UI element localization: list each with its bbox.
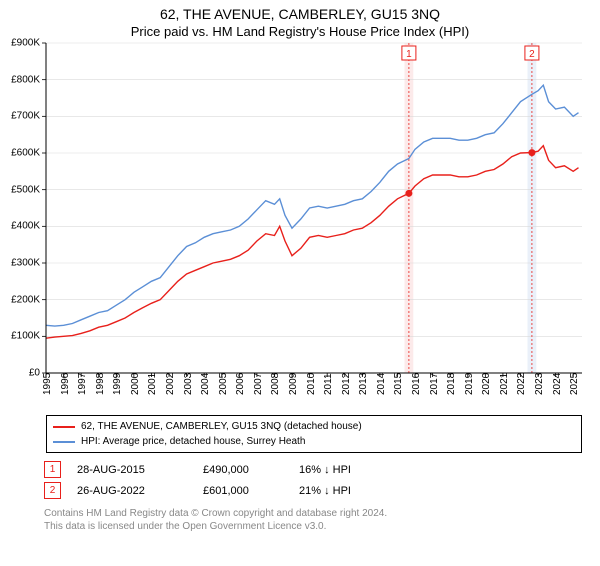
- legend: 62, THE AVENUE, CAMBERLEY, GU15 3NQ (det…: [46, 415, 582, 453]
- footer-line2: This data is licensed under the Open Gov…: [44, 520, 582, 533]
- y-tick-label: £800K: [11, 74, 40, 85]
- x-tick-label: 1999: [112, 373, 123, 395]
- y-tick-label: £300K: [11, 258, 40, 269]
- x-tick-label: 1995: [42, 373, 53, 395]
- legend-item: 62, THE AVENUE, CAMBERLEY, GU15 3NQ (det…: [53, 419, 575, 434]
- line-chart: 12: [46, 43, 582, 373]
- x-tick-label: 2020: [481, 373, 492, 395]
- x-tick-label: 2025: [569, 373, 580, 395]
- x-tick-label: 2022: [516, 373, 527, 395]
- y-tick-label: £900K: [11, 38, 40, 49]
- footer-line1: Contains HM Land Registry data © Crown c…: [44, 507, 582, 520]
- x-tick-label: 2016: [411, 373, 422, 395]
- x-tick-label: 2011: [323, 373, 334, 395]
- y-tick-label: £200K: [11, 294, 40, 305]
- sale-row: 2 26-AUG-2022 £601,000 21% ↓ HPI: [44, 480, 582, 501]
- page-title: 62, THE AVENUE, CAMBERLEY, GU15 3NQ: [0, 6, 600, 22]
- x-tick-label: 2013: [358, 373, 369, 395]
- y-axis-labels: £0£100K£200K£300K£400K£500K£600K£700K£80…: [2, 43, 42, 373]
- legend-label: HPI: Average price, detached house, Surr…: [81, 434, 305, 449]
- svg-text:2: 2: [529, 49, 535, 60]
- sale-price: £601,000: [203, 485, 283, 497]
- legend-label: 62, THE AVENUE, CAMBERLEY, GU15 3NQ (det…: [81, 419, 362, 434]
- x-tick-label: 2008: [270, 373, 281, 395]
- x-tick-label: 2001: [147, 373, 158, 395]
- sale-row: 1 28-AUG-2015 £490,000 16% ↓ HPI: [44, 459, 582, 480]
- sale-marker-icon: 2: [44, 482, 61, 499]
- y-tick-label: £700K: [11, 111, 40, 122]
- sale-price: £490,000: [203, 464, 283, 476]
- sale-date: 28-AUG-2015: [77, 464, 187, 476]
- legend-swatch: [53, 441, 75, 443]
- x-tick-label: 2010: [306, 373, 317, 395]
- x-tick-label: 2021: [499, 373, 510, 395]
- x-tick-label: 2017: [429, 373, 440, 395]
- y-tick-label: £600K: [11, 148, 40, 159]
- legend-swatch: [53, 426, 75, 428]
- x-tick-label: 2012: [341, 373, 352, 395]
- x-tick-label: 1997: [77, 373, 88, 395]
- sales-table: 1 28-AUG-2015 £490,000 16% ↓ HPI 2 26-AUG-202…: [44, 459, 582, 501]
- x-tick-label: 2014: [376, 373, 387, 395]
- sale-diff: 16% ↓ HPI: [299, 464, 399, 476]
- footer-attribution: Contains HM Land Registry data © Crown c…: [44, 507, 582, 533]
- x-tick-label: 2003: [183, 373, 194, 395]
- chart-area: £0£100K£200K£300K£400K£500K£600K£700K£80…: [46, 43, 582, 373]
- x-tick-label: 2000: [130, 373, 141, 395]
- x-tick-label: 2023: [534, 373, 545, 395]
- legend-item: HPI: Average price, detached house, Surr…: [53, 434, 575, 449]
- sale-date: 26-AUG-2022: [77, 485, 187, 497]
- svg-text:1: 1: [406, 49, 412, 60]
- x-tick-label: 2005: [218, 373, 229, 395]
- x-axis-labels: 1995199619971998199920002001200220032004…: [46, 375, 582, 411]
- x-tick-label: 2019: [464, 373, 475, 395]
- x-tick-label: 2024: [552, 373, 563, 395]
- y-tick-label: £100K: [11, 331, 40, 342]
- x-tick-label: 2004: [200, 373, 211, 395]
- sale-diff: 21% ↓ HPI: [299, 485, 399, 497]
- x-tick-label: 2015: [393, 373, 404, 395]
- y-tick-label: £400K: [11, 221, 40, 232]
- y-tick-label: £0: [29, 368, 40, 379]
- x-tick-label: 2009: [288, 373, 299, 395]
- x-tick-label: 2006: [235, 373, 246, 395]
- page-subtitle: Price paid vs. HM Land Registry's House …: [0, 24, 600, 39]
- x-tick-label: 2002: [165, 373, 176, 395]
- x-tick-label: 2007: [253, 373, 264, 395]
- x-tick-label: 2018: [446, 373, 457, 395]
- y-tick-label: £500K: [11, 184, 40, 195]
- sale-marker-icon: 1: [44, 461, 61, 478]
- x-tick-label: 1998: [95, 373, 106, 395]
- x-tick-label: 1996: [60, 373, 71, 395]
